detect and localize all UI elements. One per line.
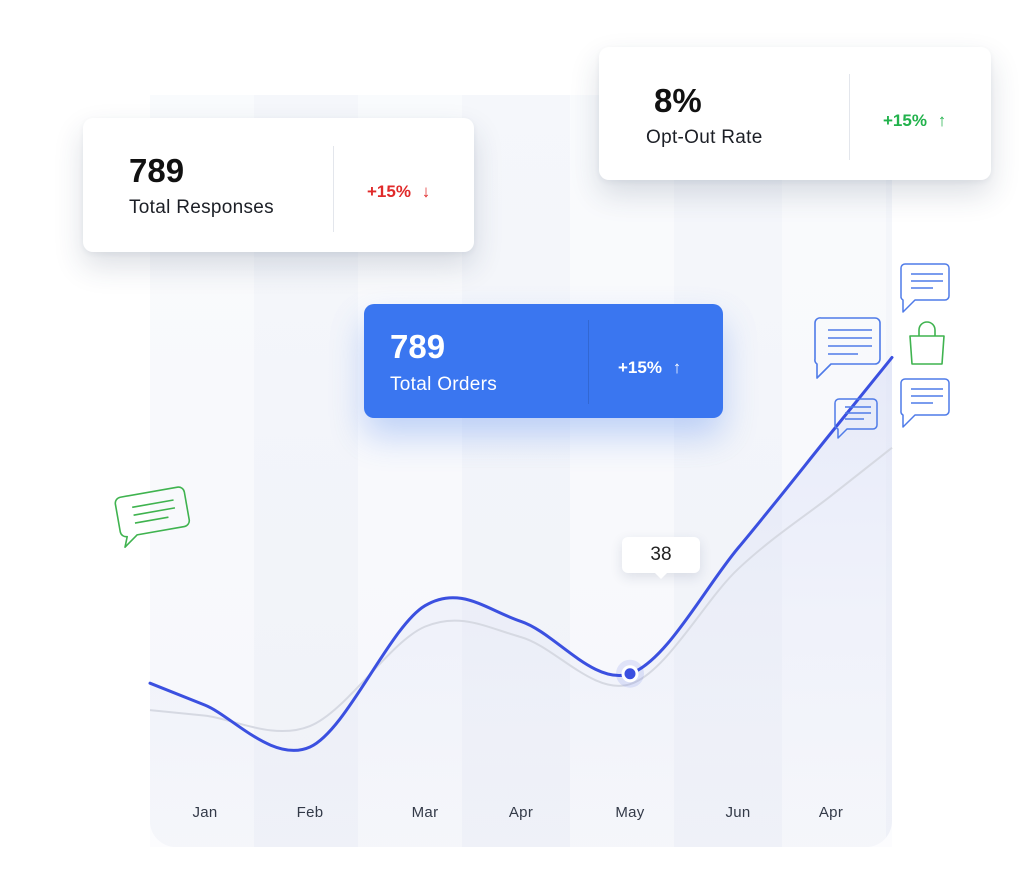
total-responses-card: 789 Total Responses +15% ↓ [83, 118, 474, 252]
x-tick-label: Feb [296, 804, 324, 821]
opt-out-rate-label: Opt-Out Rate [646, 127, 763, 148]
card-divider [588, 320, 589, 404]
total-orders-delta: +15% ↑ [618, 358, 681, 378]
opt-out-rate-card: 8% Opt-Out Rate +15% ↑ [599, 47, 991, 180]
delta-value: +15% [367, 182, 411, 201]
opt-out-rate-value: 8% [654, 82, 702, 119]
x-tick-label: Mar [411, 804, 439, 821]
shopping-bag-icon [909, 321, 945, 365]
chat-bubble-icon [900, 378, 950, 428]
highlight-point[interactable] [621, 665, 639, 683]
series-area [150, 357, 892, 847]
total-responses-value: 789 [129, 152, 185, 189]
chat-bubble-icon [834, 398, 878, 439]
card-divider [333, 146, 334, 232]
arrow-up-icon: ↑ [937, 111, 947, 130]
delta-value: +15% [618, 358, 662, 377]
total-responses-delta: +15% ↓ [367, 182, 430, 202]
chat-bubble-icon [900, 263, 950, 313]
arrow-up-icon: ↑ [672, 358, 682, 377]
opt-out-rate-delta: +15% ↑ [883, 111, 946, 131]
x-tick-label: Jan [192, 804, 218, 821]
secondary-series-line [149, 446, 893, 733]
chat-bubble-icon [814, 317, 881, 379]
card-divider [849, 74, 850, 160]
delta-value: +15% [883, 111, 927, 130]
total-orders-label: Total Orders [390, 374, 498, 395]
primary-series-line [148, 355, 894, 752]
total-orders-value: 789 [390, 328, 446, 365]
data-point-tooltip: 38 [622, 537, 700, 579]
chat-bubble-icon [114, 486, 191, 548]
x-tick-label: Apr [818, 804, 844, 821]
arrow-down-icon: ↓ [421, 182, 431, 201]
total-orders-card: 789 Total Orders +15% ↑ [364, 304, 723, 418]
total-responses-label: Total Responses [129, 197, 274, 218]
x-tick-label: May [615, 804, 645, 821]
x-tick-label: Jun [725, 804, 751, 821]
x-tick-label: Apr [508, 804, 534, 821]
